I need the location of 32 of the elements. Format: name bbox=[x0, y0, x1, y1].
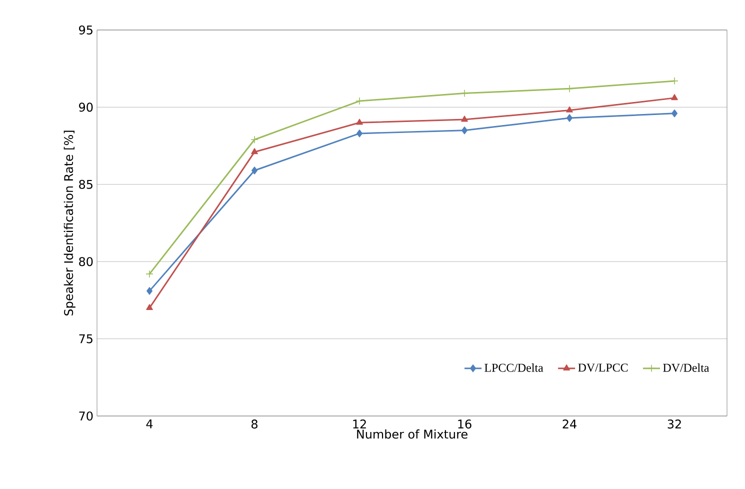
y-tick-label: 75 bbox=[79, 334, 92, 344]
point bbox=[671, 109, 678, 118]
x-axis-title: Number of Mixture bbox=[357, 429, 468, 439]
legend-label: DV/LPCC bbox=[578, 364, 628, 372]
point bbox=[146, 270, 154, 278]
point bbox=[356, 130, 363, 138]
legend-label: DV/Delta bbox=[663, 363, 710, 372]
point bbox=[146, 304, 153, 310]
point bbox=[251, 166, 258, 174]
y-axis-title: Speaker Identification Rate [%] bbox=[64, 130, 76, 316]
y-tick-label: 95 bbox=[79, 25, 92, 35]
x-tick-label: 32 bbox=[668, 420, 681, 429]
x-tick-label: 12 bbox=[353, 420, 366, 428]
x-tick-label: 16 bbox=[458, 420, 472, 429]
point bbox=[460, 89, 468, 98]
x-tick-label: 4 bbox=[146, 420, 153, 428]
y-tick-label: 80 bbox=[79, 257, 93, 266]
legend-label: LPCC/Delta bbox=[484, 363, 544, 372]
x-tick-label: 8 bbox=[252, 420, 258, 429]
y-tick-label: 70 bbox=[79, 411, 93, 421]
y-tick-label: 85 bbox=[79, 180, 92, 189]
point bbox=[461, 126, 468, 134]
point bbox=[251, 148, 258, 154]
point bbox=[146, 287, 153, 295]
point bbox=[566, 114, 573, 122]
point bbox=[250, 136, 258, 144]
point bbox=[566, 106, 573, 112]
point bbox=[356, 118, 363, 125]
point bbox=[671, 94, 678, 100]
point bbox=[461, 116, 468, 122]
y-tick-label: 90 bbox=[79, 102, 93, 112]
x-tick-label: 24 bbox=[562, 420, 576, 428]
